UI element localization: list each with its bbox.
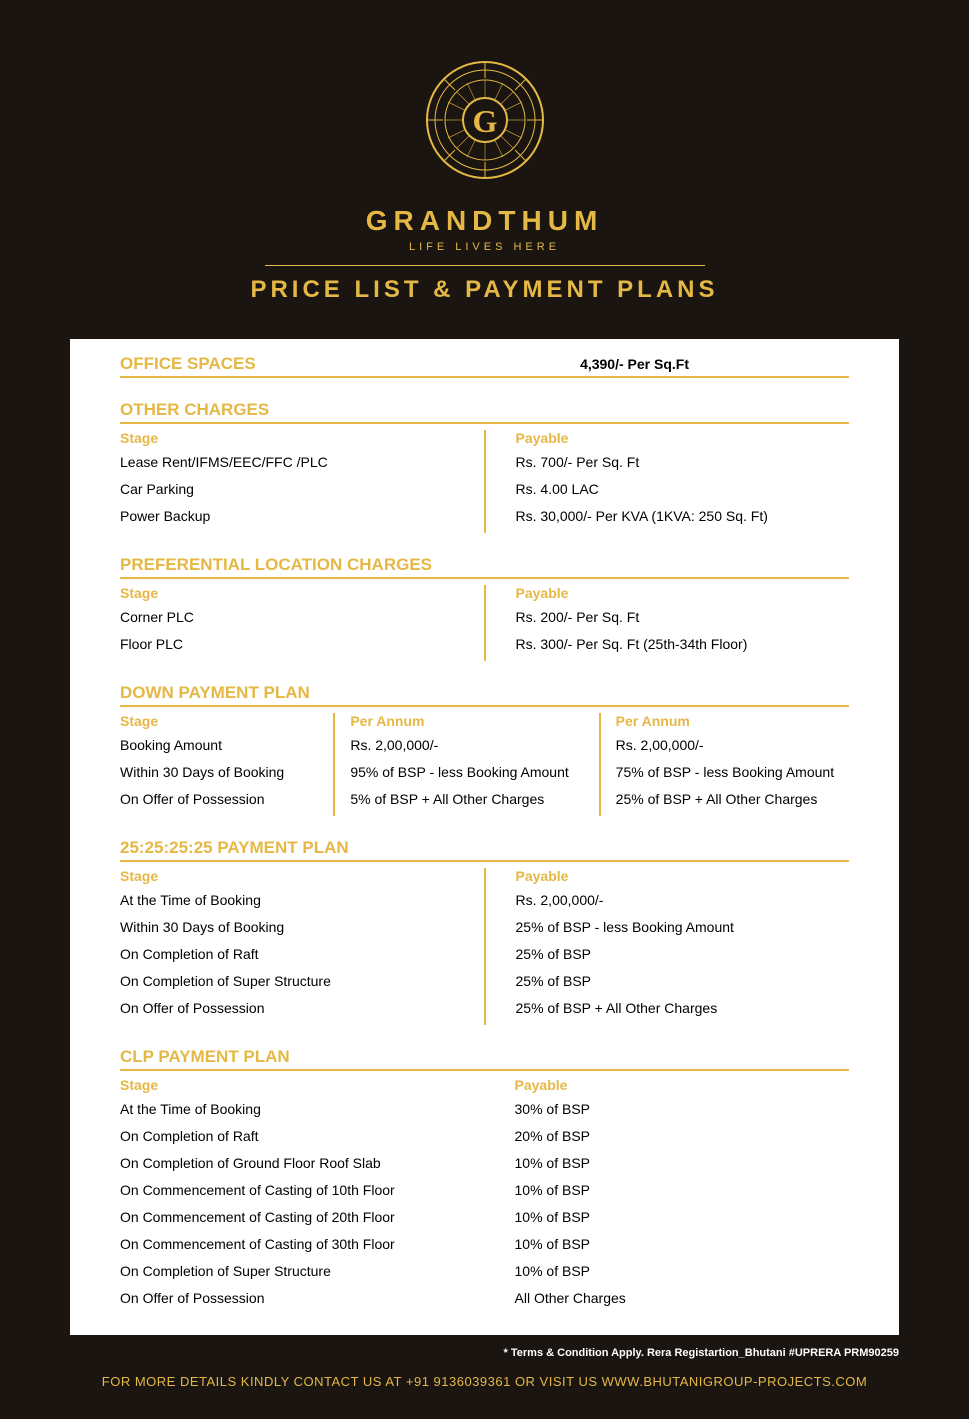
table-column: Payable 30% of BSP 20% of BSP 10% of BSP… (485, 1077, 850, 1315)
header-section: G GRANDTHUM LIFE LIVES HERE PRICE LIST &… (20, 30, 949, 339)
column-header: Stage (120, 868, 454, 884)
table-cell: At the Time of Booking (120, 890, 454, 911)
table-cell: 5% of BSP + All Other Charges (350, 789, 583, 810)
table-cell: Rs. 200/- Per Sq. Ft (516, 607, 850, 628)
plc-section: PREFERENTIAL LOCATION CHARGES Stage Corn… (120, 555, 849, 661)
page-container: G GRANDTHUM LIFE LIVES HERE PRICE LIST &… (20, 20, 949, 1399)
table-cell: Within 30 Days of Booking (120, 917, 454, 938)
table-cell: 75% of BSP - less Booking Amount (616, 762, 849, 783)
table-column: Payable Rs. 2,00,000/- 25% of BSP - less… (486, 868, 850, 1025)
other-charges-table: Stage Lease Rent/IFMS/EEC/FFC /PLC Car P… (120, 430, 849, 533)
plan-25-section: 25:25:25:25 PAYMENT PLAN Stage At the Ti… (120, 838, 849, 1025)
column-header: Stage (120, 1077, 455, 1093)
table-cell: 10% of BSP (515, 1234, 850, 1255)
table-cell: 25% of BSP (516, 944, 850, 965)
column-header: Stage (120, 585, 454, 601)
table-cell: At the Time of Booking (120, 1099, 455, 1120)
column-header: Per Annum (616, 713, 849, 729)
table-cell: Car Parking (120, 479, 454, 500)
table-cell: Rs. 700/- Per Sq. Ft (516, 452, 850, 473)
table-cell: On Offer of Possession (120, 789, 318, 810)
down-payment-heading: DOWN PAYMENT PLAN (120, 683, 849, 707)
down-payment-table: Stage Booking Amount Within 30 Days of B… (120, 713, 849, 816)
brand-tagline: LIFE LIVES HERE (20, 241, 949, 253)
office-price: 4,390/- Per Sq.Ft (580, 356, 849, 372)
title-divider (265, 265, 705, 266)
table-cell: Booking Amount (120, 735, 318, 756)
table-cell: 10% of BSP (515, 1261, 850, 1282)
table-cell: 25% of BSP (516, 971, 850, 992)
table-cell: Lease Rent/IFMS/EEC/FFC /PLC (120, 452, 454, 473)
column-header: Per Annum (350, 713, 583, 729)
table-cell: Rs. 4.00 LAC (516, 479, 850, 500)
table-cell: All Other Charges (515, 1288, 850, 1309)
table-column: Per Annum Rs. 2,00,000/- 95% of BSP - le… (335, 713, 600, 816)
column-header: Stage (120, 430, 454, 446)
table-column: Per Annum Rs. 2,00,000/- 75% of BSP - le… (601, 713, 849, 816)
table-cell: Power Backup (120, 506, 454, 527)
table-cell: On Commencement of Casting of 10th Floor (120, 1180, 455, 1201)
column-header: Payable (516, 585, 850, 601)
table-cell: 25% of BSP + All Other Charges (616, 789, 849, 810)
table-cell: 95% of BSP - less Booking Amount (350, 762, 583, 783)
table-cell: Rs. 2,00,000/- (516, 890, 850, 911)
table-column: Payable Rs. 200/- Per Sq. Ft Rs. 300/- P… (486, 585, 850, 661)
table-cell: 25% of BSP + All Other Charges (516, 998, 850, 1019)
table-cell: On Completion of Ground Floor Roof Slab (120, 1153, 455, 1174)
table-cell: On Completion of Raft (120, 944, 454, 965)
content-card: OFFICE SPACES 4,390/- Per Sq.Ft OTHER CH… (70, 339, 899, 1335)
footer-text: FOR MORE DETAILS KINDLY CONTACT US AT +9… (20, 1374, 949, 1389)
table-cell: 10% of BSP (515, 1207, 850, 1228)
table-cell: 20% of BSP (515, 1126, 850, 1147)
table-column: Stage At the Time of Booking Within 30 D… (120, 868, 486, 1025)
table-cell: On Commencement of Casting of 30th Floor (120, 1234, 455, 1255)
main-title: PRICE LIST & PAYMENT PLANS (20, 276, 949, 304)
down-payment-section: DOWN PAYMENT PLAN Stage Booking Amount W… (120, 683, 849, 816)
office-header: OFFICE SPACES 4,390/- Per Sq.Ft (120, 354, 849, 378)
table-cell: 25% of BSP - less Booking Amount (516, 917, 850, 938)
other-charges-heading: OTHER CHARGES (120, 400, 849, 424)
brand-logo-icon: G (415, 50, 555, 190)
table-cell: 10% of BSP (515, 1180, 850, 1201)
clp-table: Stage At the Time of Booking On Completi… (120, 1077, 849, 1315)
office-heading: OFFICE SPACES (120, 354, 256, 374)
office-spaces-section: OFFICE SPACES 4,390/- Per Sq.Ft (120, 354, 849, 378)
column-header: Payable (515, 1077, 850, 1093)
table-cell: Rs. 2,00,000/- (616, 735, 849, 756)
table-column: Stage Booking Amount Within 30 Days of B… (120, 713, 335, 816)
table-column: Stage Lease Rent/IFMS/EEC/FFC /PLC Car P… (120, 430, 486, 533)
clp-heading: CLP PAYMENT PLAN (120, 1047, 849, 1071)
table-column: Stage Corner PLC Floor PLC (120, 585, 486, 661)
table-cell: On Offer of Possession (120, 998, 454, 1019)
table-cell: Corner PLC (120, 607, 454, 628)
brand-name: GRANDTHUM (20, 205, 949, 237)
other-charges-section: OTHER CHARGES Stage Lease Rent/IFMS/EEC/… (120, 400, 849, 533)
table-column: Stage At the Time of Booking On Completi… (120, 1077, 485, 1315)
plc-table: Stage Corner PLC Floor PLC Payable Rs. 2… (120, 585, 849, 661)
table-column: Payable Rs. 700/- Per Sq. Ft Rs. 4.00 LA… (486, 430, 850, 533)
plc-heading: PREFERENTIAL LOCATION CHARGES (120, 555, 849, 579)
table-cell: 10% of BSP (515, 1153, 850, 1174)
table-cell: Within 30 Days of Booking (120, 762, 318, 783)
table-cell: 30% of BSP (515, 1099, 850, 1120)
table-cell: Rs. 2,00,000/- (350, 735, 583, 756)
svg-text:G: G (472, 103, 497, 139)
terms-text: * Terms & Condition Apply. Rera Registar… (70, 1347, 899, 1359)
column-header: Payable (516, 868, 850, 884)
table-cell: Rs. 300/- Per Sq. Ft (25th-34th Floor) (516, 634, 850, 655)
column-header: Payable (516, 430, 850, 446)
column-header: Stage (120, 713, 318, 729)
table-cell: Floor PLC (120, 634, 454, 655)
table-cell: On Commencement of Casting of 20th Floor (120, 1207, 455, 1228)
table-cell: On Completion of Raft (120, 1126, 455, 1147)
plan-25-heading: 25:25:25:25 PAYMENT PLAN (120, 838, 849, 862)
table-cell: On Offer of Possession (120, 1288, 455, 1309)
table-cell: On Completion of Super Structure (120, 1261, 455, 1282)
plan-25-table: Stage At the Time of Booking Within 30 D… (120, 868, 849, 1025)
clp-section: CLP PAYMENT PLAN Stage At the Time of Bo… (120, 1047, 849, 1315)
table-cell: Rs. 30,000/- Per KVA (1KVA: 250 Sq. Ft) (516, 506, 850, 527)
table-cell: On Completion of Super Structure (120, 971, 454, 992)
